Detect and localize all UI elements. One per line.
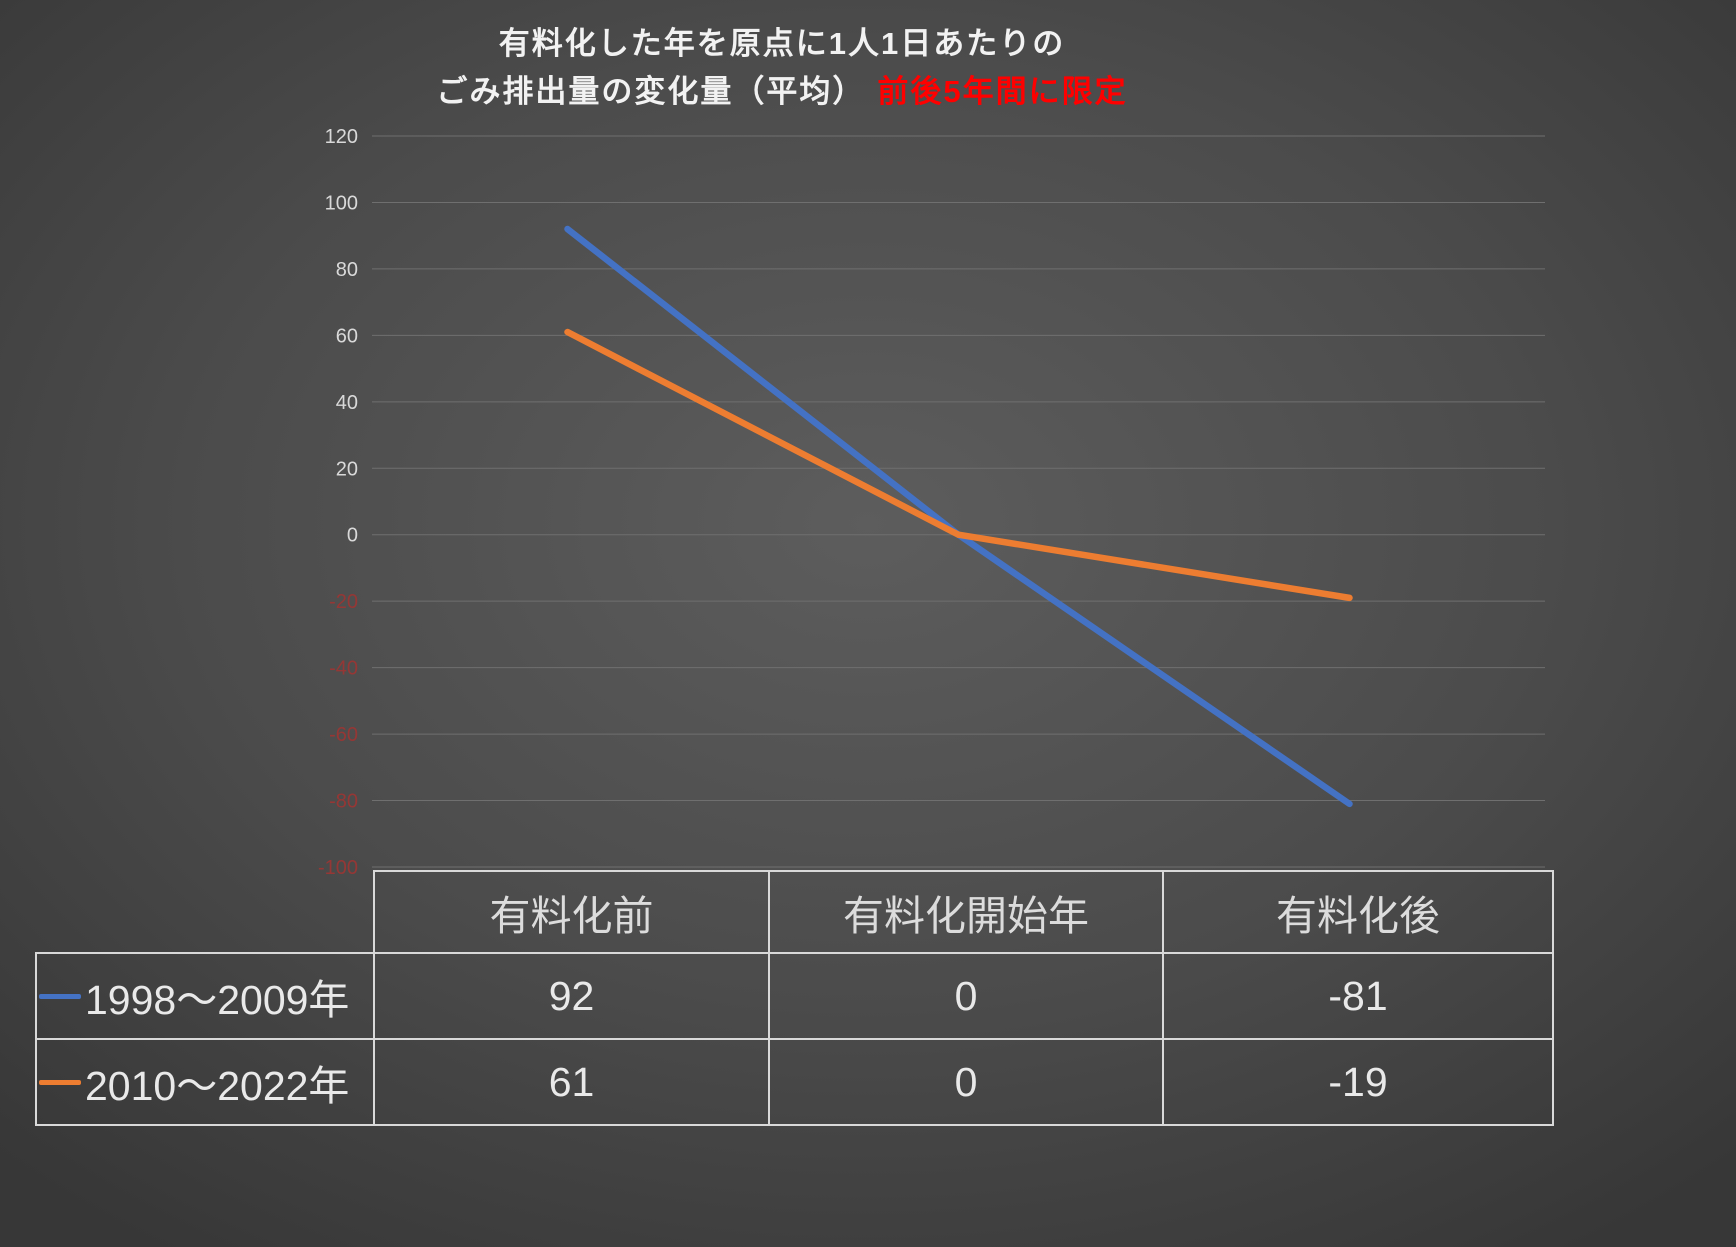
table-corner-cell [36, 871, 374, 953]
chart-title-line2-highlight: 前後5年間に限定 [877, 74, 1128, 109]
table-value-cell: 92 [373, 952, 770, 1040]
y-tick-label: 0 [347, 525, 358, 547]
table-row: 1998～2009年 92 0 -81 [35, 952, 1554, 1040]
series-label: 2010～2022年 [85, 1063, 350, 1109]
data-table: 有料化前 有料化開始年 有料化後 1998～2009年 92 0 -81 2010～2022年… [35, 870, 1554, 1126]
table-header-row: 有料化前 有料化開始年 有料化後 [36, 870, 1554, 954]
chart-title-line2-normal: ごみ排出量の変化量（平均） [436, 74, 866, 109]
y-tick-label: 80 [336, 259, 358, 281]
table-value-cell: 0 [768, 1038, 1164, 1126]
table-column-header: 有料化前 [373, 870, 770, 954]
y-tick-label: 40 [336, 392, 358, 414]
table-value-cell: -81 [1162, 952, 1554, 1040]
legend-swatch [39, 1079, 81, 1085]
series-line-1 [564, 225, 1353, 808]
table-value-cell: -19 [1162, 1038, 1554, 1126]
chart-title: 有料化した年を原点に1人1日あたりの ごみ排出量の変化量（平均） 前後5年間に限定 [0, 20, 1564, 116]
series-line-2 [564, 328, 1353, 602]
y-tick-label: 120 [325, 126, 358, 148]
chart-title-line2: ごみ排出量の変化量（平均） 前後5年間に限定 [0, 68, 1564, 116]
legend-swatch [39, 993, 81, 999]
table-value-cell: 0 [768, 952, 1164, 1040]
y-tick-label: 100 [325, 192, 358, 214]
y-tick-label: -80 [329, 791, 358, 813]
table-column-header: 有料化開始年 [768, 870, 1164, 954]
series-label-cell: 1998～2009年 [35, 952, 375, 1040]
y-tick-label: -60 [329, 724, 358, 746]
series-label-cell: 2010～2022年 [35, 1038, 375, 1126]
table-column-header: 有料化後 [1162, 870, 1554, 954]
table-row: 2010～2022年 61 0 -19 [35, 1038, 1554, 1126]
series-label: 1998～2009年 [85, 977, 350, 1023]
y-tick-label: 60 [336, 325, 358, 347]
y-tick-label: 20 [336, 458, 358, 480]
y-tick-label: -20 [329, 591, 358, 613]
chart-title-line1: 有料化した年を原点に1人1日あたりの [498, 26, 1066, 61]
table-value-cell: 61 [373, 1038, 770, 1126]
y-tick-label: -40 [329, 658, 358, 680]
y-tick-label: -100 [318, 857, 358, 879]
